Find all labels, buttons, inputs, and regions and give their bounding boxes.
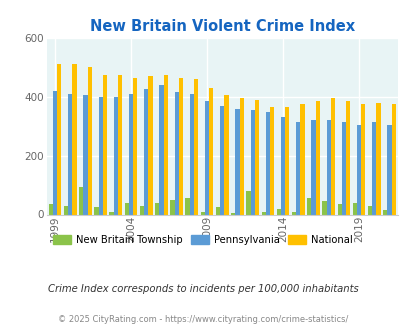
Bar — [209, 88, 213, 214]
Bar — [367, 206, 371, 214]
Bar — [276, 209, 280, 214]
Bar — [322, 201, 326, 214]
Bar — [285, 107, 289, 214]
Bar — [265, 112, 269, 214]
Bar — [352, 203, 356, 214]
Text: Crime Index corresponds to incidents per 100,000 inhabitants: Crime Index corresponds to incidents per… — [47, 284, 358, 294]
Bar — [102, 75, 107, 214]
Bar — [280, 117, 285, 214]
Bar — [246, 191, 250, 214]
Bar — [185, 198, 189, 214]
Bar — [224, 95, 228, 214]
Bar — [64, 206, 68, 214]
Bar — [371, 122, 375, 214]
Bar — [220, 106, 224, 214]
Bar — [118, 75, 122, 214]
Bar — [79, 186, 83, 214]
Bar — [200, 212, 205, 214]
Bar — [345, 101, 350, 214]
Bar — [341, 122, 345, 214]
Bar — [68, 94, 72, 214]
Bar — [311, 120, 315, 214]
Bar — [83, 95, 87, 214]
Text: © 2025 CityRating.com - https://www.cityrating.com/crime-statistics/: © 2025 CityRating.com - https://www.city… — [58, 315, 347, 324]
Bar — [330, 98, 334, 214]
Bar — [360, 104, 364, 214]
Bar — [174, 92, 178, 214]
Bar — [291, 212, 295, 214]
Bar — [194, 79, 198, 214]
Bar — [295, 122, 300, 214]
Bar — [326, 120, 330, 214]
Bar — [315, 101, 319, 214]
Bar — [239, 98, 243, 214]
Bar — [144, 89, 148, 214]
Bar — [337, 204, 341, 215]
Bar — [49, 204, 53, 215]
Bar — [230, 213, 235, 214]
Bar — [254, 100, 258, 214]
Bar — [250, 110, 254, 214]
Bar — [148, 76, 152, 214]
Bar — [306, 198, 311, 214]
Bar — [356, 125, 360, 214]
Bar — [300, 104, 304, 214]
Bar — [163, 75, 167, 214]
Bar — [133, 78, 137, 214]
Bar — [261, 212, 265, 214]
Bar — [109, 212, 113, 214]
Bar — [140, 206, 144, 214]
Bar — [382, 210, 386, 214]
Bar — [235, 109, 239, 214]
Bar — [155, 203, 159, 214]
Bar — [53, 91, 57, 214]
Bar — [113, 97, 118, 214]
Bar — [269, 107, 274, 214]
Bar — [189, 94, 194, 214]
Bar — [205, 101, 209, 214]
Bar — [375, 103, 380, 214]
Bar — [391, 104, 395, 214]
Bar — [87, 67, 92, 214]
Bar — [57, 64, 61, 214]
Bar — [386, 125, 391, 214]
Legend: New Britain Township, Pennsylvania, National: New Britain Township, Pennsylvania, Nati… — [49, 231, 356, 249]
Title: New Britain Violent Crime Index: New Britain Violent Crime Index — [90, 19, 354, 34]
Bar — [215, 207, 220, 215]
Bar — [159, 85, 163, 214]
Bar — [129, 94, 133, 214]
Bar — [94, 207, 98, 215]
Bar — [178, 78, 183, 214]
Bar — [124, 203, 129, 214]
Bar — [72, 64, 77, 214]
Bar — [170, 200, 174, 215]
Bar — [98, 97, 102, 214]
